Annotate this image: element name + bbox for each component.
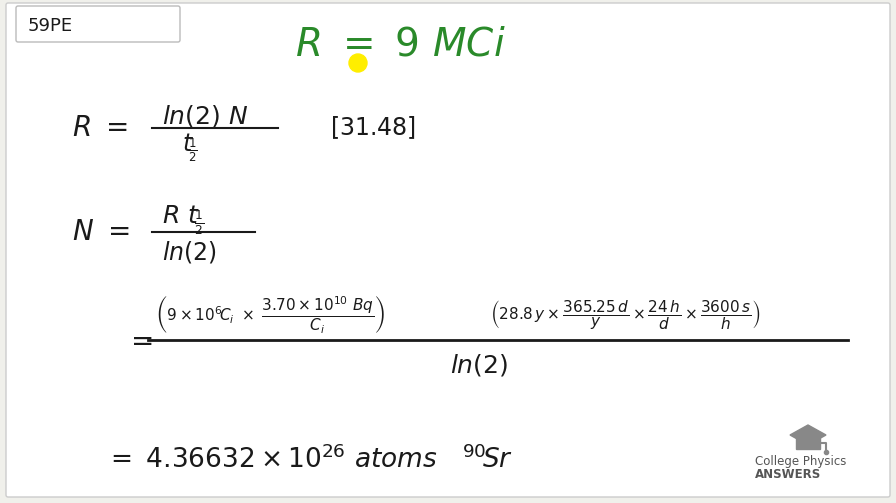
Text: $R\ =$: $R\ =$ xyxy=(72,114,128,142)
Text: $\left(9\times10^6\!C_i\ \times\ \dfrac{3.70\times10^{10}\ Bq}{C_i}\right)$: $\left(9\times10^6\!C_i\ \times\ \dfrac{… xyxy=(155,294,384,336)
Text: $\it{ln}(2)$: $\it{ln}(2)$ xyxy=(162,239,217,265)
Text: ANSWERS: ANSWERS xyxy=(755,468,822,481)
Text: College Physics: College Physics xyxy=(755,456,847,468)
Text: 59PE: 59PE xyxy=(28,17,73,35)
Text: $\left(28.8\,y\times\dfrac{365.25\,d}{y}\times\dfrac{24\,h}{d}\times\dfrac{3600\: $\left(28.8\,y\times\dfrac{365.25\,d}{y}… xyxy=(490,298,761,331)
Text: $\it{ln}(2)\ N$: $\it{ln}(2)\ N$ xyxy=(162,103,248,129)
Text: $=\ 4.36632\times10^{26}\ atoms\quad{}^{90}\!Sr$: $=\ 4.36632\times10^{26}\ atoms\quad{}^{… xyxy=(105,446,513,474)
Circle shape xyxy=(349,54,367,72)
Text: $N\ =$: $N\ =$ xyxy=(72,218,130,246)
FancyBboxPatch shape xyxy=(16,6,180,42)
Text: $t_{\!\frac{1}{2}}$: $t_{\!\frac{1}{2}}$ xyxy=(182,132,198,164)
Text: $=$: $=$ xyxy=(125,326,153,354)
Text: $R\ t_{\!\frac{1}{2}}$: $R\ t_{\!\frac{1}{2}}$ xyxy=(162,204,204,236)
Polygon shape xyxy=(796,437,820,449)
Text: $[31.48]$: $[31.48]$ xyxy=(330,115,416,141)
FancyBboxPatch shape xyxy=(6,3,890,497)
Text: $\it{ln}(2)$: $\it{ln}(2)$ xyxy=(450,352,508,378)
Text: $R\ =\ 9\ MCi$: $R\ =\ 9\ MCi$ xyxy=(295,25,505,63)
Polygon shape xyxy=(790,425,826,445)
